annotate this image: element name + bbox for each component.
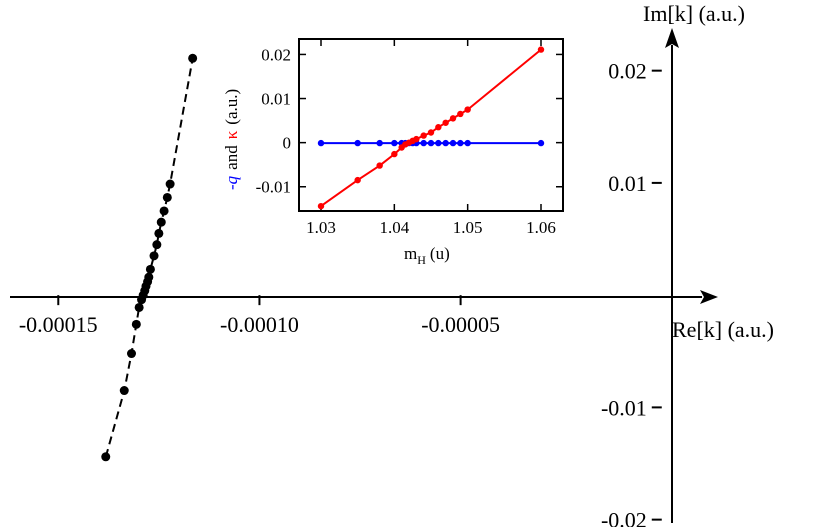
data-point xyxy=(154,228,164,238)
inset-y-axis-ticks: 0.02 0.01 0 -0.01 xyxy=(256,45,563,197)
data-point xyxy=(119,386,129,396)
inset-data-point xyxy=(464,139,471,147)
inset-data-point xyxy=(449,139,457,147)
inset-data-point xyxy=(537,46,545,53)
series-points xyxy=(101,53,198,462)
inset-y-axis-title: -q and κ (a.u.) xyxy=(222,89,241,190)
data-point xyxy=(144,272,154,282)
inset-chart: 1.03 1.04 1.05 1.06 0.02 0.01 0 -0.01 mH (u) -q… xyxy=(222,38,564,267)
data-point xyxy=(145,264,155,274)
inset-data-point xyxy=(457,139,464,147)
data-point xyxy=(162,192,172,202)
inset-data-point xyxy=(442,139,449,147)
data-point xyxy=(101,452,111,462)
data-point xyxy=(149,251,159,261)
y-tick-label: 0.01 xyxy=(608,171,647,196)
inset-y-label-units: (a.u.) xyxy=(222,89,241,125)
y-tick-label: -0.02 xyxy=(601,508,647,527)
inset-y-label-kappa: κ xyxy=(222,130,241,139)
inset-data-point xyxy=(435,124,442,131)
inset-y-tick-label: 0.01 xyxy=(261,90,291,109)
inset-data-point xyxy=(317,139,325,147)
inset-y-label-q: -q xyxy=(222,175,241,190)
inset-y-tick-label: 0 xyxy=(283,134,292,153)
x-tick-label: -0.00010 xyxy=(220,312,299,337)
data-point xyxy=(188,53,198,63)
inset-data-point xyxy=(442,119,449,126)
x-axis-arrow-icon xyxy=(700,290,718,304)
data-point xyxy=(131,319,141,329)
inset-y-tick-label: -0.01 xyxy=(256,178,291,197)
main-chart: Re[k] (a.u.) Im[k] (a.u.) -0.00015 -0.000… xyxy=(10,1,774,527)
data-point xyxy=(134,302,144,312)
inset-data-point xyxy=(427,129,435,136)
inset-data-point xyxy=(354,139,361,147)
inset-y-label-and: and xyxy=(222,145,241,170)
inset-data-point xyxy=(537,139,545,147)
x-axis-ticks: -0.00015 -0.00010 -0.00005 xyxy=(19,295,500,337)
inset-x-label-units: (u) xyxy=(430,244,450,263)
data-point xyxy=(165,179,175,189)
y-axis-arrow-icon xyxy=(665,28,679,48)
inset-x-tick-label: 1.03 xyxy=(306,218,336,237)
data-point xyxy=(156,217,166,227)
inset-data-point xyxy=(317,202,325,210)
y-axis-title: Im[k] (a.u.) xyxy=(643,1,745,26)
inset-x-axis-ticks: 1.03 1.04 1.05 1.06 xyxy=(306,39,556,237)
y-tick-label: 0.02 xyxy=(608,59,647,84)
inset-data-point xyxy=(464,106,471,113)
data-point xyxy=(152,240,162,250)
inset-x-tick-label: 1.05 xyxy=(453,218,483,237)
y-tick-label: -0.01 xyxy=(601,395,647,420)
series-line xyxy=(104,58,194,458)
inset-data-point xyxy=(391,150,398,158)
inset-data-point xyxy=(391,139,398,147)
inset-data-point xyxy=(420,139,427,147)
data-point xyxy=(159,206,169,216)
inset-data-point xyxy=(376,162,383,169)
x-axis-title: Re[k] (a.u.) xyxy=(672,317,774,342)
inset-data-point xyxy=(435,139,442,147)
inset-data-point xyxy=(354,176,361,184)
inset-data-point xyxy=(413,135,420,143)
inset-data-point xyxy=(457,110,464,118)
inset-data-point xyxy=(420,132,427,139)
inset-x-tick-label: 1.06 xyxy=(526,218,556,237)
inset-data-point xyxy=(427,139,435,147)
inset-x-label-m: m xyxy=(404,244,417,263)
data-point xyxy=(127,349,137,359)
x-tick-label: -0.00015 xyxy=(19,312,98,337)
inset-x-label-sub: H xyxy=(417,253,426,267)
inset-y-tick-label: 0.02 xyxy=(261,45,291,64)
inset-data-point xyxy=(376,139,383,147)
inset-x-tick-label: 1.04 xyxy=(379,218,409,237)
inset-data-point xyxy=(449,115,457,122)
y-axis-ticks: 0.02 0.01 -0.01 -0.02 xyxy=(601,59,662,527)
inset-series-points xyxy=(317,46,545,210)
inset-x-axis-title: mH (u) xyxy=(404,244,450,267)
x-tick-label: -0.00005 xyxy=(421,312,500,337)
